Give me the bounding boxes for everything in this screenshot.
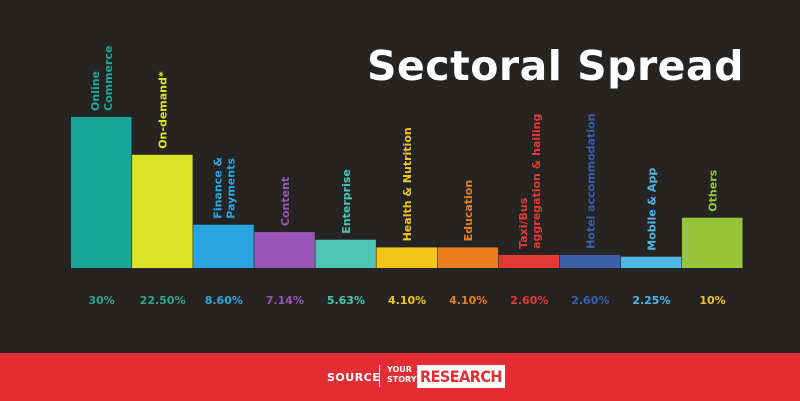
category-label-1: On-demand* [157, 71, 170, 149]
value-label-5: 4.10% [388, 294, 426, 307]
value-label-10: 10% [699, 294, 725, 307]
source-label: SOURCE [327, 371, 381, 384]
value-label-4: 5.63% [327, 294, 365, 307]
bar-0 [71, 117, 132, 268]
value-label-0: 30% [88, 294, 114, 307]
bar-7 [498, 254, 560, 268]
value-label-7: 2.60% [510, 294, 548, 307]
brand-line-1: YOUR [387, 365, 412, 374]
bar-1 [132, 154, 193, 269]
chart-title: Sectoral Spread [366, 42, 744, 90]
value-label-6: 4.10% [449, 294, 487, 307]
category-label-5: Health & Nutrition [401, 127, 414, 241]
category-label-6: Education [462, 180, 475, 242]
value-label-1: 22.50% [140, 294, 186, 307]
brand-research-logo: RESEARCH [417, 365, 505, 388]
bar-3 [254, 232, 315, 268]
footer-bar: SOURCE YOUR STORY RESEARCH [0, 353, 800, 401]
bar-2 [193, 224, 254, 268]
category-label-7: Taxi/Busaggregation & hailing [517, 114, 543, 249]
bar-5 [376, 247, 437, 268]
category-label-2: Finance &Payments [211, 157, 237, 219]
value-label-8: 2.60% [571, 294, 609, 307]
bar-4 [315, 239, 376, 268]
category-label-8: Hotel accommodation [584, 114, 597, 249]
category-label-10: Others [707, 169, 720, 211]
category-label-0: OnlineCommerce [89, 46, 115, 111]
brand-logo-text: YOUR STORY [387, 365, 417, 385]
bar-9 [620, 256, 682, 268]
category-label-3: Content [279, 177, 292, 226]
bar-chart: OnlineCommerce 30% On-demand* 22.50% Finance… [71, 46, 743, 307]
brand-line-2: STORY [387, 375, 417, 384]
value-label-3: 7.14% [266, 294, 304, 307]
bar-10 [682, 217, 743, 268]
category-label-9: Mobile & App [645, 168, 658, 251]
bar-8 [559, 254, 621, 268]
value-label-2: 8.60% [205, 294, 243, 307]
value-label-9: 2.25% [632, 294, 670, 307]
footer-divider [379, 365, 380, 387]
category-label-4: Enterprise [340, 169, 353, 234]
bar-6 [437, 247, 499, 268]
